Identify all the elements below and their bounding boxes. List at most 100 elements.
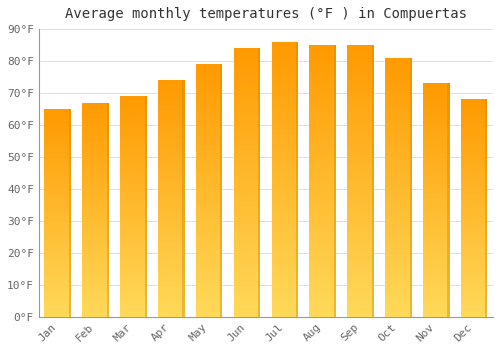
Bar <box>310 224 336 227</box>
Bar <box>410 58 412 317</box>
Bar <box>348 159 374 162</box>
Bar <box>272 229 298 232</box>
Bar <box>310 102 336 105</box>
Bar <box>423 207 450 209</box>
Bar <box>120 299 146 301</box>
Bar <box>348 284 374 287</box>
Bar <box>423 88 450 90</box>
Bar <box>423 109 450 111</box>
Bar <box>120 127 146 129</box>
Bar <box>234 80 260 83</box>
Bar <box>158 99 184 102</box>
Bar <box>44 273 71 275</box>
Bar <box>310 249 336 252</box>
Bar <box>385 128 411 130</box>
Bar <box>196 236 222 238</box>
Bar <box>158 118 184 120</box>
Bar <box>310 257 336 260</box>
Bar <box>348 78 374 80</box>
Bar <box>272 113 298 116</box>
Bar <box>82 214 109 216</box>
Bar <box>310 175 336 178</box>
Bar <box>196 125 222 127</box>
Bar <box>461 121 487 123</box>
Bar <box>234 156 260 158</box>
Bar <box>44 234 71 236</box>
Bar <box>348 281 374 284</box>
Bar <box>234 56 260 59</box>
Bar <box>82 289 109 291</box>
Bar <box>423 277 450 279</box>
Bar <box>461 199 487 202</box>
Bar <box>385 286 411 288</box>
Bar <box>234 158 260 161</box>
Bar <box>82 233 109 236</box>
Bar <box>272 207 298 210</box>
Bar <box>348 268 374 271</box>
Bar <box>44 126 71 128</box>
Bar <box>44 173 71 175</box>
Bar <box>234 105 260 107</box>
Bar <box>82 203 109 205</box>
Bar <box>234 118 260 121</box>
Bar <box>158 222 184 225</box>
Bar <box>272 168 298 171</box>
Bar <box>158 255 184 258</box>
Bar <box>234 231 260 233</box>
Bar <box>44 221 71 223</box>
Bar <box>385 180 411 182</box>
Bar <box>310 162 336 164</box>
Bar <box>158 158 184 161</box>
Bar <box>234 225 260 228</box>
Bar <box>82 313 109 315</box>
Bar <box>234 94 260 97</box>
Bar <box>385 167 411 169</box>
Bar <box>120 209 146 211</box>
Bar <box>120 160 146 162</box>
Bar <box>44 223 71 225</box>
Bar <box>158 83 184 85</box>
Bar <box>196 145 222 148</box>
Bar <box>120 235 146 237</box>
Bar <box>196 198 222 201</box>
Bar <box>423 258 450 261</box>
Bar <box>120 264 146 266</box>
Bar <box>348 110 374 113</box>
Bar <box>423 314 450 317</box>
Bar <box>461 167 487 169</box>
Bar <box>272 212 298 215</box>
Bar <box>158 132 184 135</box>
Bar <box>310 154 336 156</box>
Bar <box>196 269 222 271</box>
Bar <box>158 279 184 281</box>
Bar <box>348 50 374 53</box>
Bar <box>234 228 260 231</box>
Bar <box>82 293 109 295</box>
Bar <box>82 182 109 184</box>
Bar <box>310 235 336 238</box>
Bar <box>158 92 184 94</box>
Bar <box>461 282 487 284</box>
Bar <box>272 133 298 135</box>
Bar <box>234 199 260 201</box>
Bar <box>385 250 411 252</box>
Bar <box>423 282 450 284</box>
Bar <box>272 116 298 119</box>
Bar <box>234 314 260 317</box>
Bar <box>448 83 450 317</box>
Bar <box>44 313 71 315</box>
Bar <box>385 281 411 283</box>
Bar <box>272 108 298 111</box>
Bar <box>120 281 146 284</box>
Bar <box>385 273 411 275</box>
Bar <box>234 271 260 274</box>
Bar <box>158 94 184 97</box>
Bar <box>82 265 109 267</box>
Bar <box>385 294 411 296</box>
Bar <box>461 206 487 208</box>
Bar <box>82 195 109 197</box>
Bar <box>82 148 109 150</box>
Bar <box>423 116 450 118</box>
Bar <box>82 210 109 212</box>
Bar <box>348 132 374 135</box>
